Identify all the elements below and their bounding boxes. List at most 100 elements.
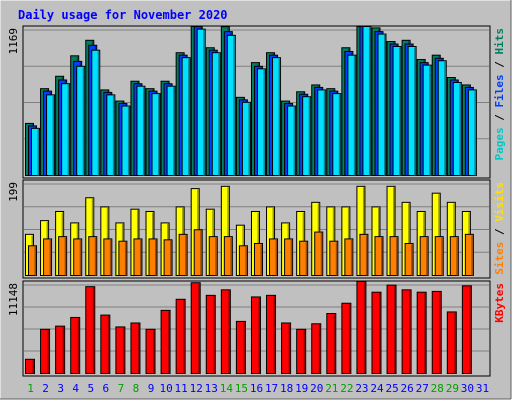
bar-body [145,328,156,375]
bar-body [272,57,282,176]
x-tick-label-29: 29 [446,382,459,395]
bar-shade [408,203,410,276]
bar-shade [333,314,336,374]
bar-body [130,322,141,375]
bar-pages-day-5 [91,49,101,176]
bar-body [85,286,96,374]
bar-body [377,33,387,176]
bar-body [253,242,263,276]
bar-body [317,89,327,176]
x-tick-label-16: 16 [250,382,263,395]
x-tick-label-10: 10 [159,382,172,395]
bar-sites-day-28 [434,236,444,276]
x-tick-label-1: 1 [27,382,34,395]
bar-shade [127,107,130,176]
panel-hits-files-pages: 1169 Pages / Files / Hits [7,25,506,179]
bar-body [302,96,312,176]
bar-body [175,298,186,374]
x-tick-label-25: 25 [385,382,398,395]
bar-body [43,238,53,276]
bar-shade [288,323,291,374]
bar-body [446,311,457,374]
bar-shade [273,296,276,374]
bar-body [226,34,236,177]
bar-sites-day-22 [344,238,354,276]
x-tick-label-2: 2 [42,382,49,395]
bar-shade [411,244,413,276]
bar-shade [142,87,145,176]
bar-shade [233,36,235,176]
bar-shade [92,287,95,374]
x-tick-label-31: 31 [476,382,489,395]
bar-sites-day-12 [193,229,203,277]
bar-body [181,57,191,176]
bar-body [190,282,201,374]
bar-shade [260,244,262,276]
bar-body [347,54,357,177]
bar-kbytes-day-2 [40,328,51,375]
bar-shade [290,239,293,276]
bar-body [238,245,248,276]
bar-body [281,322,292,375]
bar-shade [439,292,441,374]
legend-visits-sites: Sites / Visits [493,182,506,275]
bar-shade [456,237,458,276]
bar-shade [213,296,215,374]
bar-shade [348,304,351,374]
bar-shade [263,69,265,176]
bar-shade [34,246,36,276]
bar-shade [168,311,170,374]
y-max-label: 199 [7,182,20,202]
bar-shade [396,237,398,276]
bar-shade [107,316,110,374]
bar-shade [122,327,125,374]
bar-sites-day-2 [43,238,53,276]
bar-shade [278,58,281,176]
bar-pages-day-29 [452,81,462,176]
bar-sites-day-19 [299,240,309,277]
bar-body [299,240,309,277]
x-tick-label-17: 17 [265,382,278,395]
legend-text: KBytes [493,283,506,323]
bar-shade [32,360,34,374]
bar-pages-day-19 [302,96,312,176]
y-max-label: 1169 [7,28,20,55]
bar-shade [380,237,383,276]
bar-shade [320,233,323,276]
bar-shade [52,95,55,176]
bar-shade [362,187,365,276]
bar-sites-day-3 [58,236,68,276]
bar-body [46,94,56,176]
bar-pages-day-25 [392,46,402,176]
bar-body [115,326,126,375]
bar-body [356,281,367,374]
bar-shade [429,66,431,176]
bar-body [28,245,37,276]
bar-kbytes-day-19 [296,328,307,375]
bar-pages-day-30 [467,89,477,176]
bar-sites-day-10 [163,239,173,277]
y-max-label: 11148 [7,283,20,316]
bar-kbytes-day-30 [461,285,472,375]
bar-shade [218,53,220,176]
bar-shade [158,94,160,176]
bar-kbytes-day-5 [85,286,96,374]
bar-kbytes-day-12 [190,282,201,374]
bar-kbytes-day-4 [70,316,81,374]
bar-body [25,358,35,374]
x-tick-label-27: 27 [416,382,429,395]
bar-kbytes-day-25 [386,284,397,374]
bar-body [287,105,297,176]
x-tick-label-9: 9 [148,382,155,395]
bar-body [434,236,444,276]
legend-entry-kbytes: KBytes [493,283,506,323]
bar-kbytes-day-3 [55,325,66,374]
bar-sites-day-13 [208,236,218,276]
bar-pages-day-1 [31,127,40,176]
bar-shade [37,129,39,176]
bar-shade [399,47,401,176]
bar-shade [469,286,471,374]
x-tick-label-30: 30 [461,382,474,395]
x-tick-label-5: 5 [87,382,94,395]
bar-body [467,89,477,176]
